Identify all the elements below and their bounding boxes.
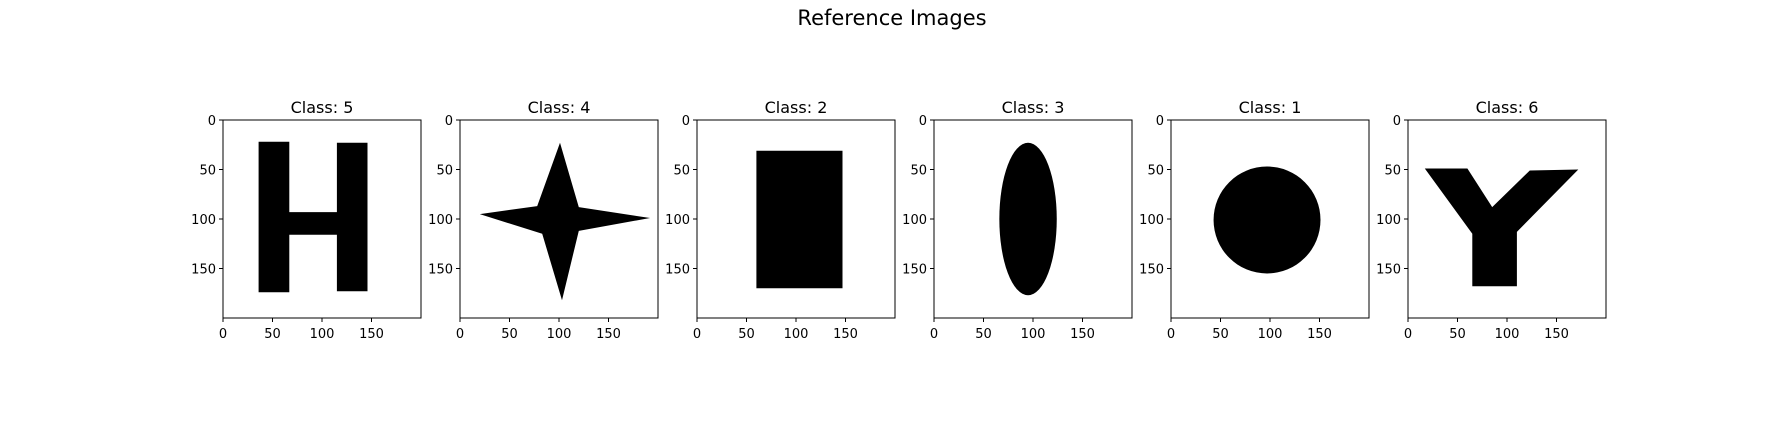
x-tick-label: 0 (1167, 327, 1175, 342)
y-tick-label: 100 (1139, 213, 1164, 228)
y-tick-label: 0 (445, 114, 453, 129)
image-panel: Class: 1 0 50 100 150 0 50 100 150 (1139, 98, 1370, 342)
shape-mark (258, 141, 368, 293)
x-tick-label: 100 (1495, 327, 1520, 342)
x-tick-label: 0 (456, 327, 464, 342)
panel-title: Class: 4 (528, 98, 591, 117)
x-tick-label: 0 (219, 327, 227, 342)
x-tick-label: 50 (738, 327, 755, 342)
x-tick-label: 50 (501, 327, 518, 342)
y-tick-label: 50 (910, 164, 927, 179)
x-tick-label: 150 (596, 327, 621, 342)
shape-mark (999, 142, 1057, 296)
x-tick-label: 50 (264, 327, 281, 342)
x-tick-label: 150 (1544, 327, 1569, 342)
x-tick-label: 50 (1449, 327, 1466, 342)
x-tick-label: 100 (1258, 327, 1283, 342)
panel-title: Class: 5 (291, 98, 354, 117)
panel-title: Class: 3 (1002, 98, 1065, 117)
y-tick-label: 100 (428, 213, 453, 228)
x-tick-label: 150 (833, 327, 858, 342)
shape-mark (1424, 168, 1579, 287)
x-tick-label: 100 (784, 327, 809, 342)
y-tick-label: 0 (1393, 114, 1401, 129)
image-panel: Class: 5 0 50 100 150 0 50 100 150 (191, 98, 422, 342)
y-tick-label: 100 (665, 213, 690, 228)
shape-mark (479, 142, 651, 301)
y-tick-label: 100 (191, 213, 216, 228)
panel-title: Class: 2 (765, 98, 828, 117)
x-tick-label: 150 (1070, 327, 1095, 342)
x-tick-label: 50 (975, 327, 992, 342)
y-tick-label: 150 (191, 263, 216, 278)
x-tick-label: 50 (1212, 327, 1229, 342)
y-tick-label: 50 (673, 164, 690, 179)
y-tick-label: 100 (902, 213, 927, 228)
x-tick-label: 0 (693, 327, 701, 342)
y-tick-label: 0 (919, 114, 927, 129)
y-tick-label: 150 (428, 263, 453, 278)
y-tick-label: 150 (1139, 263, 1164, 278)
image-panel: Class: 3 0 50 100 150 0 50 100 150 (902, 98, 1133, 342)
y-tick-label: 0 (682, 114, 690, 129)
image-panel: Class: 6 0 50 100 150 0 50 100 150 (1376, 98, 1607, 342)
y-tick-label: 150 (902, 263, 927, 278)
shape-mark (1213, 166, 1321, 274)
y-tick-label: 50 (1384, 164, 1401, 179)
y-tick-label: 0 (208, 114, 216, 129)
shape-mark (756, 150, 843, 289)
x-tick-label: 100 (547, 327, 572, 342)
y-tick-label: 50 (436, 164, 453, 179)
image-panel: Class: 2 0 50 100 150 0 50 100 150 (665, 98, 896, 342)
x-tick-label: 100 (310, 327, 335, 342)
figure-title: Reference Images (797, 6, 986, 30)
x-tick-label: 150 (359, 327, 384, 342)
x-tick-label: 0 (930, 327, 938, 342)
x-tick-label: 0 (1404, 327, 1412, 342)
image-panel: Class: 4 0 50 100 150 0 50 100 150 (428, 98, 659, 342)
x-tick-label: 150 (1307, 327, 1332, 342)
y-tick-label: 150 (1376, 263, 1401, 278)
y-tick-label: 100 (1376, 213, 1401, 228)
panel-title: Class: 6 (1476, 98, 1539, 117)
y-tick-label: 0 (1156, 114, 1164, 129)
y-tick-label: 50 (199, 164, 216, 179)
y-tick-label: 150 (665, 263, 690, 278)
y-tick-label: 50 (1147, 164, 1164, 179)
panel-title: Class: 1 (1239, 98, 1302, 117)
image-panels: Class: 5 0 50 100 150 0 50 100 150 Class: 4 0 50 100… (191, 98, 1607, 342)
x-tick-label: 100 (1021, 327, 1046, 342)
